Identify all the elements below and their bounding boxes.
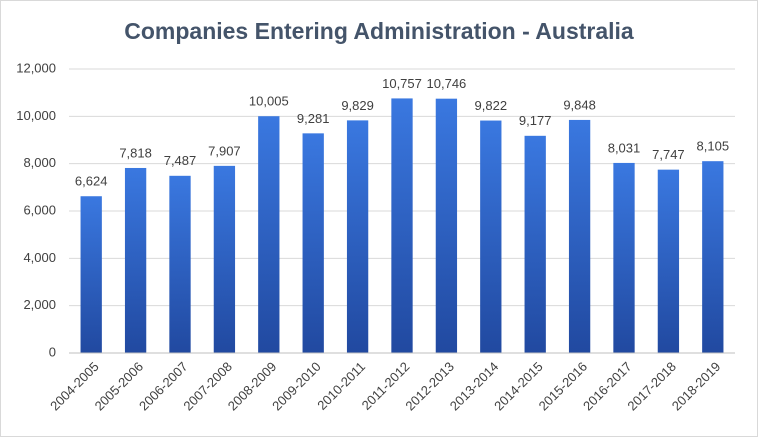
bar bbox=[657, 169, 680, 353]
bar bbox=[80, 196, 102, 353]
data-label: 10,746 bbox=[427, 76, 467, 91]
bar bbox=[391, 98, 413, 353]
y-tick-label: 10,000 bbox=[16, 108, 56, 123]
y-tick-label: 4,000 bbox=[23, 250, 56, 265]
chart-title: Companies Entering Administration - Aust… bbox=[124, 18, 634, 44]
y-tick-label: 2,000 bbox=[23, 297, 56, 312]
bar bbox=[124, 167, 147, 353]
data-label: 7,487 bbox=[164, 153, 197, 168]
bar bbox=[480, 120, 502, 354]
y-tick-label: 0 bbox=[49, 344, 56, 359]
data-label: 9,281 bbox=[297, 111, 330, 126]
bar bbox=[213, 165, 236, 353]
data-label: 8,031 bbox=[608, 140, 641, 155]
bar bbox=[524, 135, 546, 353]
bar bbox=[435, 98, 458, 353]
bar bbox=[258, 116, 280, 353]
y-tick-label: 12,000 bbox=[16, 60, 56, 75]
data-label: 9,848 bbox=[563, 97, 596, 112]
bar bbox=[702, 161, 724, 353]
bar bbox=[568, 119, 591, 353]
bar bbox=[346, 120, 369, 353]
data-label: 7,907 bbox=[208, 143, 241, 158]
data-label: 10,757 bbox=[382, 76, 422, 91]
bar bbox=[169, 175, 191, 353]
data-label: 9,829 bbox=[341, 98, 374, 113]
y-tick-label: 8,000 bbox=[23, 155, 56, 170]
data-label: 7,747 bbox=[652, 147, 685, 162]
data-label: 9,177 bbox=[519, 113, 552, 128]
data-label: 9,822 bbox=[475, 98, 508, 113]
data-label: 7,818 bbox=[119, 145, 152, 160]
data-label: 8,105 bbox=[697, 139, 730, 154]
bar bbox=[613, 162, 635, 353]
bar bbox=[302, 133, 324, 353]
y-tick-label: 6,000 bbox=[23, 202, 56, 217]
data-label: 10,005 bbox=[249, 94, 289, 109]
data-label: 6,624 bbox=[75, 174, 108, 189]
